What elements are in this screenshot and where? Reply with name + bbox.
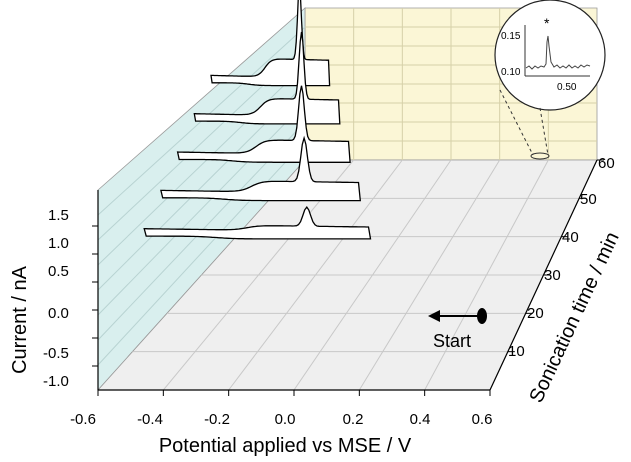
- x-tick-label: -0.2: [204, 411, 230, 428]
- z-tick-label: 20: [527, 305, 544, 322]
- potential-ticks: [97, 390, 491, 396]
- z-tick-label: 50: [580, 191, 597, 208]
- inset-star: *: [544, 15, 550, 31]
- wall-grid-line: [97, 102, 306, 316]
- x-tick-label: 0.4: [410, 411, 431, 428]
- voltammogram-trace: [143, 205, 372, 240]
- x-axis-title: Potential applied vs MSE / V: [159, 435, 412, 457]
- current-ticks: [92, 225, 98, 367]
- voltammogram-trace: [176, 85, 351, 163]
- wall-grid-line: [97, 64, 306, 266]
- floor-grid-line: [228, 159, 403, 391]
- floor-grid-line: [424, 159, 549, 391]
- x-tick-label: -0.4: [137, 411, 163, 428]
- inset-pointer-right: [539, 107, 549, 156]
- floor-grid-line: [358, 159, 501, 391]
- x-tick-label: 0.0: [275, 411, 296, 428]
- y-tick-label: 1.5: [48, 207, 69, 224]
- inset-pointer-left: [499, 89, 534, 156]
- z-tick-label: 30: [544, 267, 561, 284]
- inset-y-tick-1: 0.15: [501, 31, 521, 42]
- floor-grid-line: [293, 159, 452, 391]
- z-tick-label: 60: [598, 155, 615, 172]
- start-arrow-head: [428, 310, 440, 322]
- inset-trace: [525, 35, 591, 70]
- inset: * 0.15 0.10 0.50: [494, 0, 606, 160]
- y-tick-label: 1.0: [48, 235, 69, 252]
- y-tick-label: 0.5: [48, 263, 69, 280]
- sonication-ticks: [507, 159, 604, 353]
- inset-x-tick: 0.50: [557, 82, 577, 93]
- wall-grid-line: [97, 140, 306, 366]
- y-tick-label: -0.5: [43, 345, 69, 362]
- x-tick-label: 0.6: [472, 411, 493, 428]
- y-tick-label: -1.0: [43, 373, 69, 390]
- x-tick-label: 0.2: [343, 411, 364, 428]
- y-tick-label: 0.0: [48, 305, 69, 322]
- inset-source-marker: [530, 152, 550, 160]
- inset-y-tick-2: 0.10: [501, 67, 521, 78]
- start-label: Start: [433, 331, 471, 351]
- z-tick-label: 40: [562, 229, 579, 246]
- voltammogram-traces: [143, 0, 372, 240]
- x-tick-label: -0.6: [70, 411, 96, 428]
- z-tick-label: 10: [508, 343, 525, 360]
- start-dot: [477, 308, 487, 324]
- voltammogram-trace: [160, 135, 362, 202]
- y-axis-title: Current / nA: [9, 265, 31, 373]
